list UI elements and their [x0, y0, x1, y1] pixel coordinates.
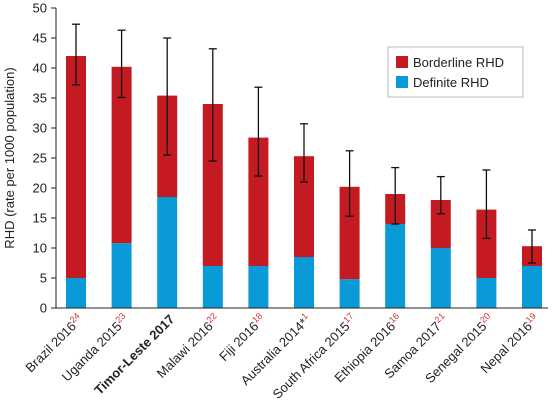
legend-swatch-0 — [396, 56, 408, 68]
y-tick-label: 5 — [40, 271, 47, 286]
bar-borderline-3 — [202, 104, 223, 266]
y-axis-label: RHD (rate per 1000 population) — [2, 67, 17, 248]
y-tick-label: 20 — [33, 181, 47, 196]
bar-borderline-6 — [339, 186, 360, 280]
y-tick-label: 35 — [33, 91, 47, 106]
bar-definite-8 — [430, 248, 451, 308]
y-tick-label: 15 — [33, 211, 47, 226]
y-tick-label: 25 — [33, 151, 47, 166]
x-tick-label-6: South Africa 201517 — [269, 311, 360, 402]
y-axis: 0 5 10 15 20 25 30 35 40 45 50 — [33, 1, 57, 316]
y-tick-label: 45 — [33, 31, 47, 46]
bar-definite-5 — [294, 257, 314, 308]
x-tick-label-2: Timor-Leste 2017 — [91, 312, 177, 398]
bar-borderline-9 — [476, 209, 497, 278]
bar-definite-4 — [248, 266, 269, 308]
bar-definite-3 — [202, 266, 223, 308]
bar-definite-9 — [476, 278, 497, 308]
y-tick-label: 10 — [33, 241, 47, 256]
bar-definite-0 — [66, 278, 86, 308]
bar-definite-10 — [522, 266, 542, 308]
bar-definite-7 — [385, 224, 406, 308]
legend: Borderline RHD Definite RHD — [387, 46, 524, 98]
bars — [66, 56, 542, 308]
y-tick-label: 0 — [40, 301, 47, 316]
bar-definite-1 — [111, 243, 132, 308]
legend-box — [387, 46, 524, 98]
bar-definite-6 — [339, 279, 360, 308]
legend-label-0: Borderline RHD — [413, 55, 504, 70]
y-axis-label-group: RHD (rate per 1000 population) — [2, 67, 17, 248]
bar-borderline-4 — [248, 137, 269, 266]
bar-definite-2 — [157, 197, 178, 308]
y-tick-label: 40 — [33, 61, 47, 76]
bar-borderline-8 — [430, 200, 451, 248]
bar-borderline-0 — [66, 56, 86, 278]
bar-borderline-5 — [294, 156, 314, 257]
legend-swatch-1 — [396, 76, 408, 88]
legend-label-1: Definite RHD — [413, 75, 489, 90]
y-tick-label: 30 — [33, 121, 47, 136]
y-tick-label: 50 — [33, 1, 47, 16]
error-bars — [72, 23, 536, 264]
bar-borderline-1 — [111, 66, 132, 244]
